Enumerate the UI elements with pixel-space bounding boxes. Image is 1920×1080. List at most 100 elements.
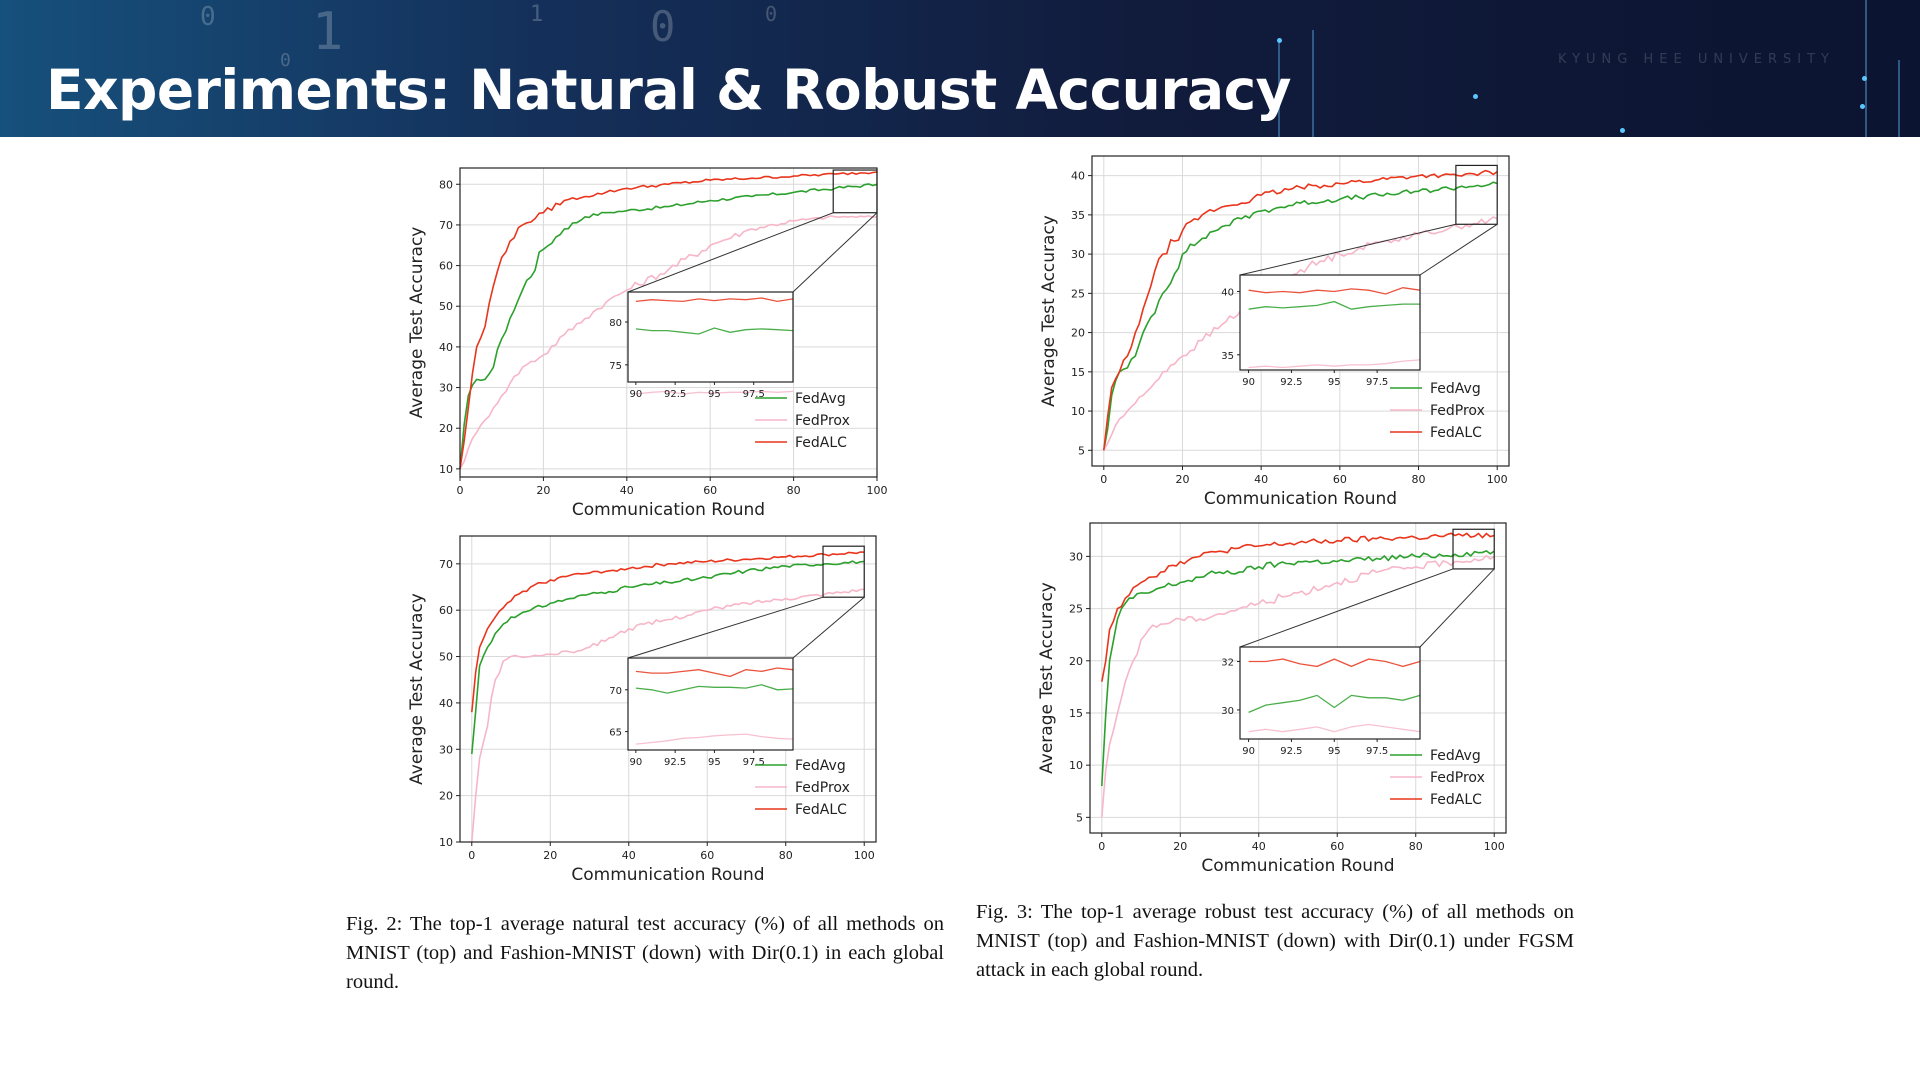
series-line-fedprox [1101, 554, 1495, 818]
series-line-fedalc [459, 171, 878, 470]
inset-x-tick-label: 97.5 [1366, 746, 1388, 757]
zoom-connector [1239, 568, 1454, 648]
inset-x-tick-label: 92.5 [1280, 746, 1302, 757]
zoom-connector [1239, 223, 1457, 276]
inset-x-tick-label: 90 [1242, 377, 1255, 388]
x-axis-label: Communication Round [1204, 489, 1397, 509]
y-tick-label: 70 [439, 558, 453, 571]
zoom-region-box [822, 545, 865, 598]
y-tick-label: 30 [1069, 550, 1083, 563]
legend-label-fedavg: FedAvg [795, 758, 846, 774]
x-tick-label: 20 [543, 849, 557, 862]
x-axis-label: Communication Round [571, 865, 764, 885]
inset-x-tick-label: 95 [708, 757, 721, 768]
legend-label-fedalc: FedALC [795, 802, 847, 818]
circuit-line [1312, 30, 1314, 137]
inset-line-fedprox [635, 390, 794, 395]
series-line-fedprox [459, 215, 878, 470]
plot-frame [1091, 155, 1510, 467]
y-tick-label: 20 [1069, 655, 1083, 668]
figure-3-caption: Fig. 3: The top-1 average robust test ac… [976, 901, 1574, 981]
circuit-node [1862, 76, 1867, 81]
legend-label-fedavg: FedAvg [1430, 381, 1481, 397]
zoom-region-box [1452, 528, 1495, 570]
inset-line-fedavg [635, 684, 794, 694]
x-tick-label: 80 [1409, 840, 1423, 853]
legend-label-fedprox: FedProx [795, 413, 850, 429]
inset-frame [1239, 646, 1421, 740]
y-tick-label: 35 [1071, 209, 1085, 222]
y-tick-label: 15 [1069, 707, 1083, 720]
x-axis-label: Communication Round [1201, 856, 1394, 876]
circuit-line [1865, 0, 1867, 137]
series-line-fedavg [1103, 181, 1498, 451]
inset-line-fedalc [1248, 658, 1421, 668]
figure-2-caption: Fig. 2: The top-1 average natural test a… [346, 913, 944, 993]
x-tick-label: 20 [536, 484, 550, 497]
x-tick-label: 100 [1484, 840, 1505, 853]
x-tick-label: 60 [1330, 840, 1344, 853]
circuit-node [1277, 38, 1282, 43]
x-tick-label: 80 [787, 484, 801, 497]
inset-line-fedprox [635, 733, 794, 745]
x-tick-label: 0 [1098, 840, 1105, 853]
inset-background [1240, 647, 1420, 739]
inset-x-tick-label: 92.5 [1280, 377, 1302, 388]
x-tick-label: 100 [854, 849, 875, 862]
inset-x-tick-label: 90 [629, 389, 642, 400]
series-line-fedalc [471, 551, 865, 713]
x-tick-label: 40 [622, 849, 636, 862]
y-tick-label: 10 [439, 836, 453, 849]
circuit-node [1860, 104, 1865, 109]
zoom-connector [1419, 568, 1495, 648]
inset-x-tick-label: 92.5 [664, 389, 686, 400]
y-tick-label: 40 [439, 341, 453, 354]
inset-x-tick-label: 90 [629, 757, 642, 768]
y-tick-label: 60 [439, 604, 453, 617]
x-tick-label: 60 [700, 849, 714, 862]
plot-frame [1089, 522, 1507, 834]
y-tick-label: 40 [1071, 170, 1085, 183]
y-tick-label: 40 [439, 697, 453, 710]
inset-x-tick-label: 92.5 [664, 757, 686, 768]
slide-title: Experiments: Natural & Robust Accuracy [46, 58, 1292, 122]
inset-line-fedprox [1248, 723, 1421, 733]
legend-label-fedprox: FedProx [795, 780, 850, 796]
x-tick-label: 0 [1100, 473, 1107, 486]
x-tick-label: 0 [457, 484, 464, 497]
legend-label-fedprox: FedProx [1430, 770, 1485, 786]
series-line-fedalc [1101, 532, 1495, 682]
inset-x-tick-label: 90 [1242, 746, 1255, 757]
inset-y-tick-label: 32 [1221, 658, 1234, 669]
circuit-node [1473, 94, 1478, 99]
x-tick-label: 40 [1254, 473, 1268, 486]
y-tick-label: 10 [439, 463, 453, 476]
circuit-line [1898, 60, 1900, 137]
inset-y-tick-label: 65 [609, 728, 622, 739]
y-tick-label: 15 [1071, 366, 1085, 379]
inset-background [1240, 275, 1420, 370]
legend-label-fedalc: FedALC [795, 435, 847, 451]
y-tick-label: 10 [1071, 405, 1085, 418]
inset-frame [1239, 274, 1421, 371]
inset-background [628, 658, 793, 750]
x-tick-label: 60 [1333, 473, 1347, 486]
y-tick-label: 20 [439, 790, 453, 803]
x-tick-label: 40 [1252, 840, 1266, 853]
y-axis-label: Average Test Accuracy [1039, 215, 1059, 407]
y-tick-label: 25 [1069, 603, 1083, 616]
inset-y-tick-label: 40 [1221, 287, 1234, 298]
x-tick-label: 80 [1412, 473, 1426, 486]
inset-background [628, 292, 793, 382]
x-tick-label: 100 [1487, 473, 1508, 486]
x-tick-label: 80 [779, 849, 793, 862]
y-tick-label: 30 [1071, 248, 1085, 261]
inset-y-tick-label: 35 [1221, 351, 1234, 362]
y-tick-label: 60 [439, 260, 453, 273]
series-line-fedavg [471, 560, 865, 754]
plot-frame [459, 167, 878, 478]
inset-x-tick-label: 97.5 [743, 757, 765, 768]
